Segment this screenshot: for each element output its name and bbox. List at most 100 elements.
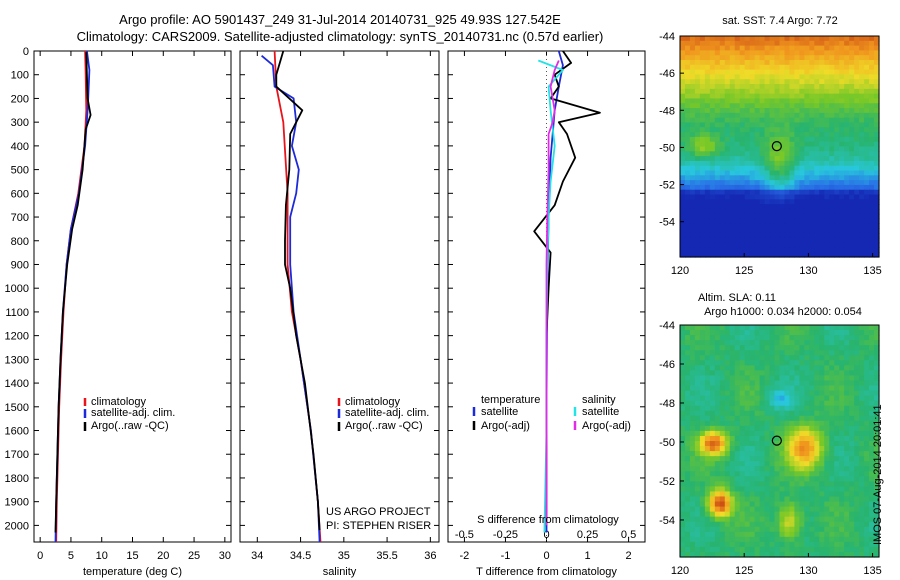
heatmap-cell (814, 461, 820, 467)
y-tick-label: -50 (659, 437, 675, 449)
heatmap-cell (859, 242, 865, 248)
heatmap-cell (809, 345, 815, 351)
heatmap-cell (824, 127, 830, 133)
heatmap-cell (834, 117, 840, 124)
y-tick-label: 900 (11, 259, 29, 271)
heatmap-cell (829, 355, 835, 361)
heatmap-cell (709, 441, 716, 447)
heatmap-cell (684, 350, 691, 356)
heatmap-cell (799, 516, 805, 523)
heatmap-cell (680, 79, 686, 85)
heatmap-cell (799, 160, 805, 167)
heatmap-cell (699, 491, 706, 498)
heatmap-cell (759, 446, 766, 452)
heatmap-cell (829, 84, 835, 90)
heatmap-cell (729, 175, 736, 181)
heatmap-cell (719, 60, 726, 66)
heatmap-cell (864, 521, 870, 528)
heatmap-cell (854, 228, 860, 234)
heatmap-cell (789, 93, 796, 100)
heatmap-cell (834, 40, 840, 47)
heatmap-cell (699, 170, 706, 176)
heatmap-cell (734, 213, 741, 220)
heatmap-cell (814, 88, 820, 95)
heatmap-cell (680, 481, 686, 487)
heatmap-cell (874, 213, 880, 220)
heatmap-cell (744, 88, 751, 95)
heatmap-cell (849, 146, 855, 152)
heatmap-cell (769, 551, 776, 558)
heatmap-cell (784, 252, 791, 258)
heatmap-cell (784, 441, 791, 447)
heatmap-cell (869, 60, 875, 66)
heatmap-cell (749, 360, 756, 366)
heatmap-cell (774, 330, 781, 336)
heatmap-cell (789, 170, 796, 176)
heatmap-cell (809, 375, 815, 382)
heatmap-cell (699, 36, 706, 42)
heatmap-cell (874, 390, 880, 397)
heatmap-cell (709, 390, 716, 397)
heatmap-cell (724, 375, 731, 382)
heatmap-cell (854, 466, 860, 472)
heatmap-cell (859, 208, 865, 215)
heatmap-cell (709, 242, 716, 248)
heatmap-cell (864, 189, 870, 196)
heatmap-cell (809, 199, 815, 205)
heatmap-cell (829, 405, 835, 412)
heatmap-cell (829, 237, 835, 244)
heatmap-cell (799, 546, 805, 553)
heatmap-cell (834, 516, 840, 523)
heatmap-cell (694, 218, 701, 224)
heatmap-cell (824, 156, 830, 162)
heatmap-cell (789, 194, 796, 200)
heatmap-cell (829, 501, 835, 508)
heatmap-cell (764, 50, 771, 56)
heatmap-cell (694, 50, 701, 56)
heatmap-cell (680, 551, 686, 558)
heatmap-cell (684, 441, 691, 447)
heatmap-cell (834, 93, 840, 100)
heatmap-cell (694, 546, 701, 553)
heatmap-cell (839, 165, 845, 172)
heatmap-cell (764, 194, 771, 200)
heatmap-cell (689, 232, 696, 239)
heatmap-cell (734, 511, 741, 518)
heatmap-cell (854, 194, 860, 200)
heatmap-cell (834, 156, 840, 162)
heatmap-cell (779, 132, 786, 138)
heatmap-cell (859, 330, 865, 336)
heatmap-cell (739, 117, 746, 124)
heatmap-cell (704, 461, 711, 467)
heatmap-cell (849, 340, 855, 346)
heatmap-cell (769, 330, 776, 336)
heatmap-cell (824, 204, 830, 210)
heatmap-cell (779, 506, 786, 513)
heatmap-cell (854, 208, 860, 215)
heatmap-cell (809, 526, 815, 533)
heatmap-cell (839, 223, 845, 229)
heatmap-cell (754, 146, 761, 152)
heatmap-cell (684, 546, 691, 553)
heatmap-cell (819, 395, 825, 402)
heatmap-cell (759, 546, 766, 553)
heatmap-cell (709, 79, 716, 85)
argo-float-marker (771, 141, 782, 152)
heatmap-cell (824, 526, 830, 533)
heatmap-cell (709, 435, 716, 442)
series-line-salinity-argo-adj- (545, 60, 560, 526)
heatmap-cell (769, 446, 776, 452)
heatmap-cell (724, 74, 731, 80)
heatmap-cell (864, 132, 870, 138)
heatmap-cell (864, 151, 870, 157)
heatmap-cell (739, 84, 746, 90)
heatmap-cell (854, 74, 860, 80)
heatmap-cell (724, 430, 731, 437)
heatmap-cell (764, 88, 771, 95)
heatmap-cell (849, 350, 855, 356)
heatmap-cell (874, 103, 880, 109)
sla-map-title: Altim. SLA: 0.11 (698, 292, 776, 304)
heatmap-cell (754, 481, 761, 487)
heatmap-cell (824, 74, 830, 80)
heatmap-cell (734, 79, 741, 85)
